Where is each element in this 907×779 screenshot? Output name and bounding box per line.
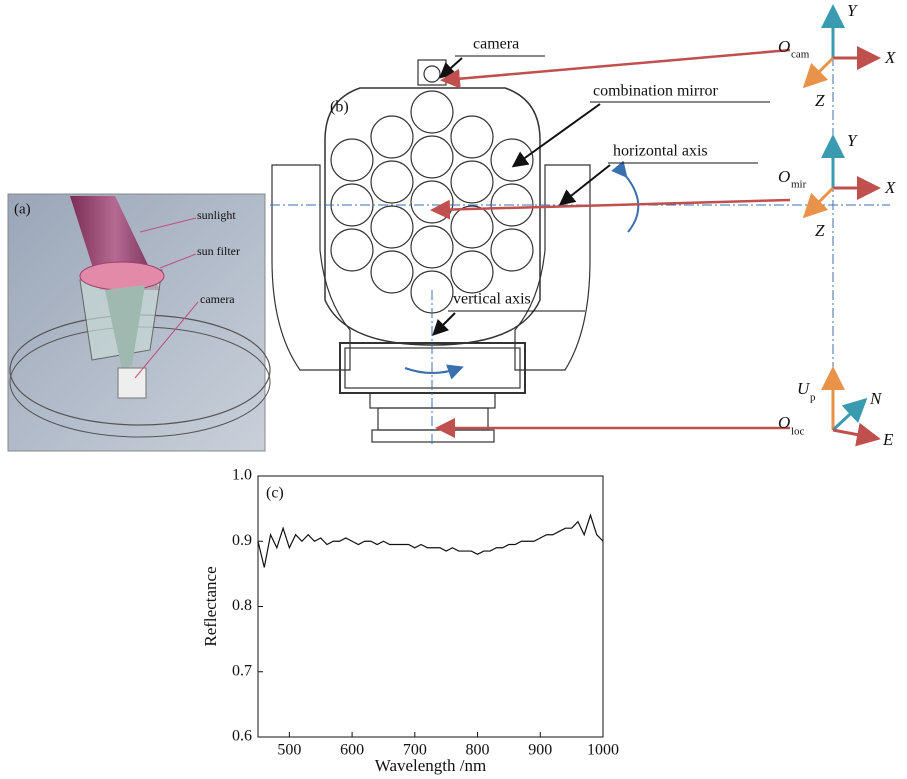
mirror [451,206,493,248]
leader [515,104,600,165]
x-tick-label: 500 [277,742,301,759]
panel-a: (a) sunlight sun filter camera [8,194,270,451]
mirror [411,136,453,178]
callout: camera [473,36,519,53]
label: camera [200,292,235,306]
axis-label: Z [815,221,825,240]
label: sunlight [197,208,236,222]
x-tick-label: 900 [528,742,552,759]
axis-label: X [884,48,896,67]
plot-frame [258,476,603,737]
callout: vertical axis [453,291,531,308]
mirror [371,251,413,293]
callout: horizontal axis [613,143,708,160]
mirror [411,181,453,223]
panel-label: (b) [330,99,349,116]
axis-sub: p [810,392,816,404]
leader [435,313,455,333]
y-tick-label: 0.9 [232,532,252,549]
mirror [411,91,453,133]
panel-label: (c) [266,485,284,502]
origin-label: O [778,167,790,186]
y-axis-label: Reflectance [201,566,220,646]
frame-arrow [445,50,790,80]
axis-label: Z [815,91,825,110]
mirror [371,116,413,158]
device [272,60,638,442]
x-axis-label: Wavelength /nm [375,756,486,775]
frame-axis [807,58,833,84]
y-tick-label: 0.7 [232,662,252,679]
mirror [491,139,533,181]
mirror [371,206,413,248]
frame-axis [833,430,875,438]
mirror [451,161,493,203]
sun-filter [80,262,164,290]
axis-label: X [884,178,896,197]
origin-sub: loc [791,426,805,438]
x-tick-label: 600 [340,742,364,759]
mirror [331,229,373,271]
y-tick-label: 0.8 [232,597,252,614]
mirror [451,116,493,158]
origin-sub: cam [791,49,810,61]
origin-sub: mir [791,179,807,191]
camera [424,66,440,82]
axis-label: Y [847,1,858,20]
leader [562,165,610,203]
origin-label: O [778,37,790,56]
mirror [371,161,413,203]
frame-axis [833,402,863,430]
y-tick-label: 0.6 [232,728,252,745]
origin-label: O [778,413,790,432]
x-tick-label: 1000 [587,742,619,759]
leader [442,58,462,76]
axis-label: N [869,389,883,408]
mirror [331,139,373,181]
panel-label: (a) [14,201,31,217]
mirror [411,226,453,268]
figure: (a) sunlight sun filter camera (b) camer… [0,0,907,779]
camera-body [118,368,146,398]
y-tick-label: 1.0 [232,467,252,484]
pedestal [378,408,488,430]
data-line [258,515,603,567]
axis-label: Y [847,131,858,150]
callout: combination mirror [593,83,719,100]
mirror-group [331,91,533,313]
pedestal-foot [372,430,494,442]
frame-axis [807,188,833,214]
label: sun filter [197,244,240,258]
mirror [491,229,533,271]
axis-label: U [797,379,811,398]
mirror [451,251,493,293]
camera-mount [418,60,446,85]
axis-label: E [882,430,894,449]
